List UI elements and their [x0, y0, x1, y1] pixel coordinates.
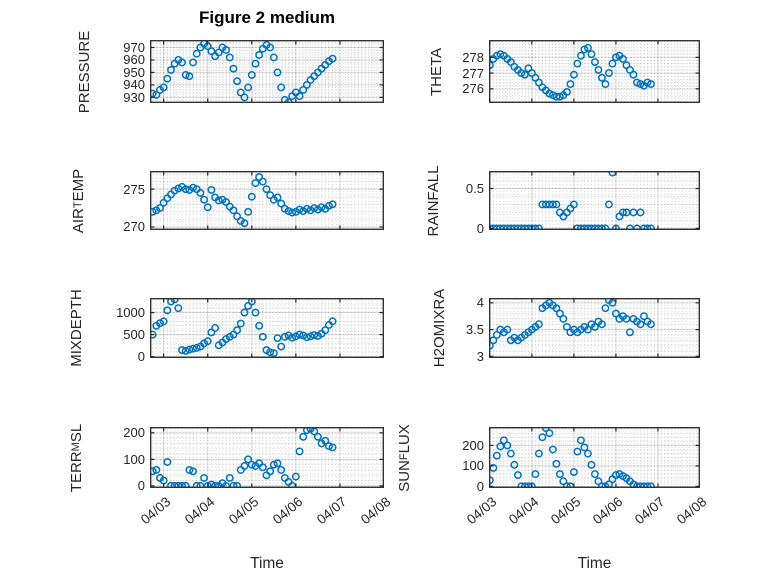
- y-tick-label: 100: [462, 458, 484, 474]
- y-tick-label: 277: [462, 65, 484, 81]
- pressure-plot-area: [150, 40, 384, 103]
- y-tick-label: 0: [137, 478, 145, 494]
- rainfall-plot-area: [489, 171, 700, 230]
- terr-msl-y-axis-label: TERR M SL: [67, 423, 85, 492]
- sun-flux-y-axis-label: SUN F LUX: [395, 423, 413, 492]
- subplot-theta: [489, 40, 700, 103]
- y-tick-label: 4: [476, 295, 484, 311]
- mixdepth-plot-area: [150, 298, 384, 358]
- y-tick-label: 3: [476, 348, 484, 364]
- subplot-sun-flux: [489, 427, 700, 488]
- y-tick-label: 0: [476, 220, 484, 236]
- y-tick-label: 930: [123, 89, 145, 105]
- sun-flux-plot-area: [489, 427, 700, 488]
- y-tick-label: 970: [123, 39, 145, 55]
- x-tick-label: 04/08: [674, 494, 710, 528]
- y-tick-label: 100: [123, 451, 145, 467]
- x-tick-label: 04/06: [590, 494, 626, 528]
- y-tick-label: 1000: [116, 305, 145, 321]
- y-tick-label: 0: [476, 478, 484, 494]
- y-tick-label: 0.5: [465, 181, 484, 197]
- air-temp-plot-area: [150, 171, 384, 230]
- y-tick-label: 500: [123, 327, 145, 343]
- x-tick-label: 04/05: [548, 494, 584, 528]
- subplot-rainfall: [489, 171, 700, 230]
- x-tick-label: 04/04: [505, 494, 542, 528]
- x-tick-label: 04/07: [632, 494, 668, 528]
- h2omixra-plot-area: [489, 298, 700, 358]
- x-tick-label: 04/06: [269, 494, 306, 528]
- x-tick-label: 04/03: [463, 494, 500, 528]
- y-tick-label: 278: [462, 49, 484, 65]
- x-tick-label: 04/03: [137, 494, 174, 528]
- h2omixra-y-axis-label: H2OMIXRA: [430, 288, 448, 368]
- x-axis-label-right: Time: [577, 555, 612, 572]
- x-axis-label-left: Time: [250, 555, 284, 572]
- y-tick-label: 950: [123, 64, 145, 80]
- subplot-h2omixra: [489, 298, 700, 358]
- terr-msl-plot-area: [150, 427, 384, 488]
- x-tick-label: 04/08: [358, 494, 394, 528]
- x-tick-label: 04/04: [181, 494, 218, 528]
- y-tick-label: 275: [123, 181, 145, 197]
- y-tick-label: 0: [137, 349, 145, 365]
- y-tick-label: 270: [123, 219, 145, 235]
- subplot-mixdepth: [150, 298, 384, 358]
- x-tick-label: 04/05: [225, 494, 262, 528]
- subplot-air-temp: [150, 171, 384, 230]
- y-tick-label: 200: [123, 425, 145, 441]
- theta-plot-area: [489, 40, 700, 103]
- y-tick-label: 276: [462, 81, 484, 97]
- y-tick-label: 960: [123, 52, 145, 68]
- y-tick-label: 200: [462, 437, 484, 453]
- subplot-terr-msl: [150, 427, 384, 488]
- x-tick-label: 04/07: [314, 494, 350, 528]
- y-tick-label: 940: [123, 77, 145, 93]
- y-tick-label: 3.5: [465, 322, 484, 338]
- figure-title: Figure 2 medium: [198, 8, 336, 27]
- subplot-pressure: [150, 40, 384, 103]
